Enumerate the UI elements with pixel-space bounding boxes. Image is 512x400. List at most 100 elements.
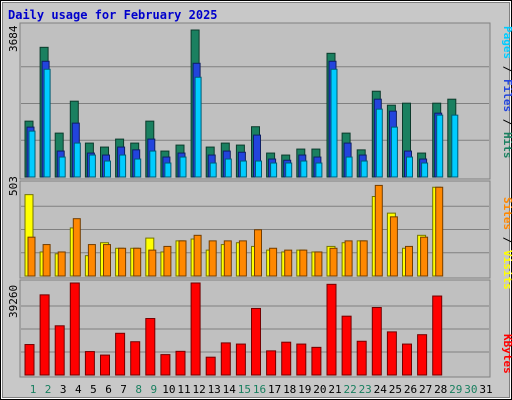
top-bar-pages-day-16 [255,160,262,178]
middle-bar-sites-day-3 [57,251,66,277]
middle-axis-legend: Sites / Visits [501,197,512,290]
day-label-29: 29 [449,383,462,396]
middle-bar-sites-day-23 [359,240,368,277]
middle-bar-sites-day-18 [284,249,293,277]
bottom-bar-kbytes-day-21 [326,283,337,376]
day-label-9: 9 [150,383,157,396]
middle-bar-sites-day-25 [389,216,398,277]
day-label-19: 19 [298,383,311,396]
top-axis-legend: Pages / Files / Hits [501,26,512,159]
day-label-30: 30 [464,383,477,396]
top-bar-pages-day-6 [104,160,111,178]
day-label-4: 4 [75,383,82,396]
top-bar-pages-day-13 [209,162,217,178]
top-bar-pages-day-5 [88,154,96,178]
day-label-28: 28 [434,383,447,396]
middle-legend-part: / [501,230,512,250]
top-legend-part: / [501,112,512,132]
bottom-bar-kbytes-day-18 [281,341,292,376]
bottom-bar-kbytes-day-15 [235,343,246,376]
bottom-bar-kbytes-day-26 [402,343,412,376]
bottom-bar-kbytes-day-11 [175,350,186,376]
top-bar-pages-day-9 [149,150,157,178]
middle-bar-sites-day-1 [27,236,36,277]
top-bar-pages-day-2 [43,68,51,178]
top-legend-part: / [501,59,512,79]
top-bar-pages-day-8 [134,158,142,178]
bottom-bar-kbytes-day-10 [160,354,171,376]
top-bar-pages-day-18 [285,162,293,178]
bottom-bar-kbytes-day-6 [100,354,110,376]
bottom-bar-kbytes-day-22 [341,315,352,376]
middle-bar-sites-day-10 [163,245,172,277]
bottom-bar-kbytes-day-19 [296,343,307,376]
bottom-bar-kbytes-day-25 [386,331,397,376]
day-label-6: 6 [105,383,112,396]
bottom-bar-kbytes-day-9 [145,318,156,376]
top-legend-part: Pages [501,26,512,59]
bottom-bar-kbytes-day-24 [371,307,382,376]
top-bar-pages-day-25 [390,126,398,178]
bottom-bar-kbytes-day-7 [115,332,126,376]
middle-bar-sites-day-26 [405,245,413,277]
top-bar-pages-day-22 [345,156,353,178]
middle-bar-sites-day-24 [374,184,383,277]
chart-title: Daily usage for February 2025 [8,8,218,22]
top-bar-pages-day-27 [421,162,429,178]
top-bar-pages-day-3 [58,156,66,178]
day-label-15: 15 [238,383,251,396]
day-label-14: 14 [223,383,237,396]
panel-sites-visits: 503 Sites / Visits [7,176,512,290]
middle-max-label: 503 [7,176,20,196]
bottom-bar-kbytes-day-2 [39,294,50,376]
middle-bar-sites-day-19 [299,249,308,277]
x-axis-day-labels: 1 2 3 4 5 6 7 8 9 10 11 12 13 14 15 16 17 18 19 20 21 22 23 24 2… [30,383,493,396]
middle-bar-sites-day-16 [254,229,262,277]
middle-bar-sites-day-12 [193,234,202,277]
bottom-bar-kbytes-day-5 [84,351,95,376]
middle-bar-sites-day-2 [42,244,51,277]
middle-bar-sites-day-27 [420,236,429,277]
top-bar-pages-day-4 [73,142,81,178]
day-label-11: 11 [177,383,190,396]
panel-bottom-bars [24,282,443,376]
middle-bar-sites-day-20 [314,251,323,277]
middle-bar-sites-day-21 [329,247,338,277]
day-label-2: 2 [45,383,52,396]
top-bar-pages-day-23 [360,160,368,178]
middle-bar-sites-day-17 [269,247,278,277]
middle-bar-sites-day-15 [238,240,247,277]
middle-bar-sites-day-8 [133,247,142,277]
day-label-13: 13 [208,383,221,396]
top-bar-pages-day-19 [300,160,308,178]
day-label-21: 21 [328,383,341,396]
panel-top-bars [24,29,459,178]
bottom-max-label: 39260 [7,285,20,318]
bottom-bar-kbytes-day-20 [311,346,322,376]
day-label-22: 22 [343,383,356,396]
bottom-bar-kbytes-day-16 [251,307,261,376]
top-bar-pages-day-15 [239,160,247,178]
day-label-31: 31 [479,383,492,396]
middle-bar-sites-day-9 [148,249,157,277]
day-label-23: 23 [359,383,372,396]
top-legend-part: Files [501,79,512,112]
bottom-bar-kbytes-day-8 [130,341,141,376]
bottom-bar-kbytes-day-13 [205,356,216,376]
day-label-16: 16 [253,383,266,396]
top-bar-pages-day-20 [315,162,323,178]
bottom-axis-legend: KBytes [501,334,512,374]
middle-bar-sites-day-28 [435,186,444,277]
panel-pages-files-hits: 3684 Pages / Files / Hits [7,22,512,180]
bottom-bar-kbytes-day-27 [417,334,428,376]
day-label-20: 20 [313,383,326,396]
day-label-8: 8 [135,383,142,396]
day-label-3: 3 [60,383,67,396]
bottom-bar-kbytes-day-12 [190,282,201,376]
top-bar-pages-day-14 [224,158,232,178]
top-bar-pages-day-28 [436,114,444,178]
day-label-5: 5 [90,383,97,396]
day-label-17: 17 [268,383,281,396]
